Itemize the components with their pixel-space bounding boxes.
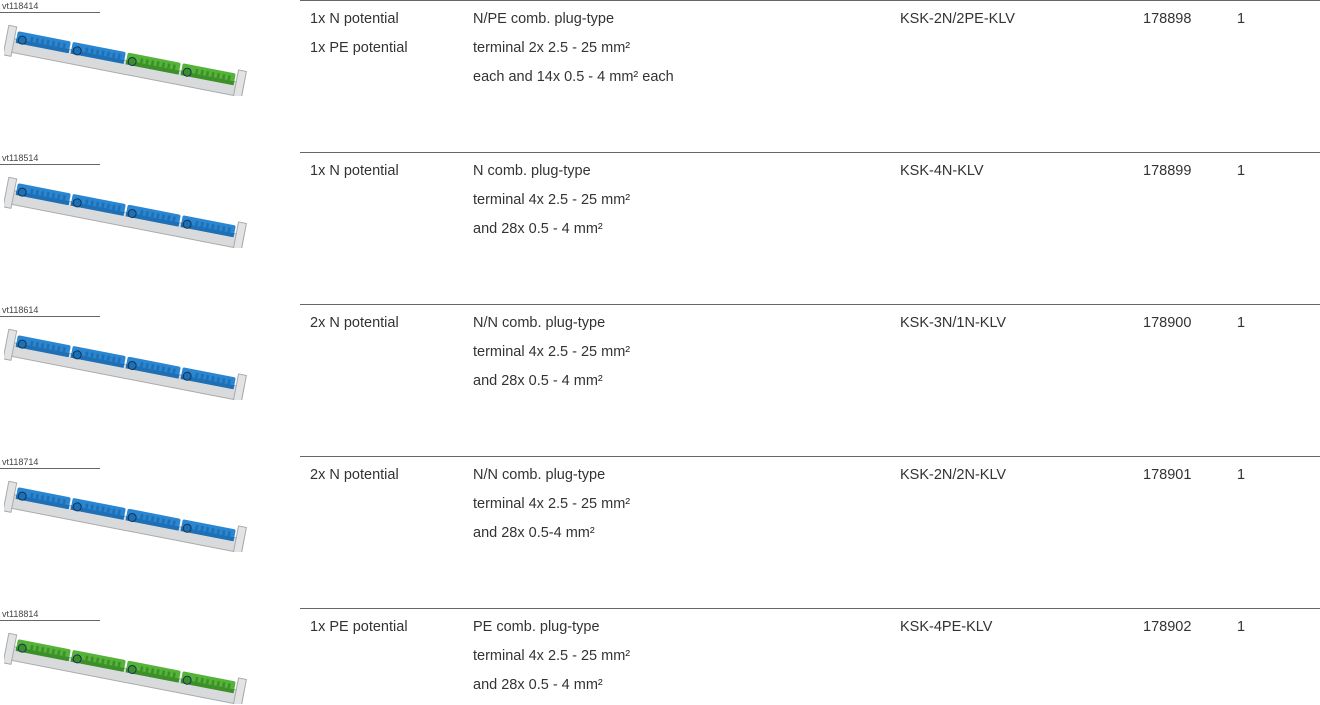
product-image bbox=[4, 480, 247, 552]
type-code: KSK-4N-KLV bbox=[900, 163, 984, 179]
description: terminal 4x 2.5 - 25 mm² bbox=[473, 648, 631, 664]
row-rule bbox=[300, 152, 1320, 153]
product-image bbox=[4, 632, 247, 704]
description: terminal 4x 2.5 - 25 mm² bbox=[473, 496, 631, 512]
pack-unit: 1 bbox=[1237, 11, 1246, 27]
row-rule bbox=[300, 608, 1320, 609]
pack-unit: 1 bbox=[1237, 619, 1246, 635]
article-number: 178899 bbox=[1143, 163, 1192, 179]
image-id: vt118614 bbox=[2, 305, 39, 315]
potential: 2x N potential bbox=[310, 467, 399, 483]
row-rule bbox=[300, 0, 1320, 1]
image-id-rule bbox=[0, 12, 100, 13]
pack-unit: 1 bbox=[1237, 163, 1246, 179]
description: N/N comb. plug-type bbox=[473, 467, 606, 483]
pack-unit: 1 bbox=[1237, 467, 1246, 483]
article-number: 178898 bbox=[1143, 11, 1192, 27]
type-code: KSK-2N/2PE-KLV bbox=[900, 11, 1015, 27]
row-rule bbox=[300, 456, 1320, 457]
description: N/PE comb. plug-type bbox=[473, 11, 615, 27]
potential: 1x PE potential bbox=[310, 40, 408, 56]
type-code: KSK-2N/2N-KLV bbox=[900, 467, 1007, 483]
image-id-rule bbox=[0, 468, 100, 469]
description: and 28x 0.5 - 4 mm² bbox=[473, 221, 603, 237]
pack-unit: 1 bbox=[1237, 315, 1246, 331]
description: N/N comb. plug-type bbox=[473, 315, 606, 331]
potential: 1x N potential bbox=[310, 163, 399, 179]
description: PE comb. plug-type bbox=[473, 619, 600, 635]
description: terminal 2x 2.5 - 25 mm² bbox=[473, 40, 631, 56]
article-number: 178900 bbox=[1143, 315, 1192, 331]
product-image bbox=[4, 176, 247, 248]
article-number: 178901 bbox=[1143, 467, 1192, 483]
image-id: vt118414 bbox=[2, 1, 39, 11]
product-image bbox=[4, 328, 247, 400]
type-code: KSK-3N/1N-KLV bbox=[900, 315, 1007, 331]
description: each and 14x 0.5 - 4 mm² each bbox=[473, 69, 674, 85]
image-id-rule bbox=[0, 164, 100, 165]
image-id-rule bbox=[0, 620, 100, 621]
description: terminal 4x 2.5 - 25 mm² bbox=[473, 344, 631, 360]
image-id-rule bbox=[0, 316, 100, 317]
image-id: vt118514 bbox=[2, 153, 39, 163]
article-number: 178902 bbox=[1143, 619, 1192, 635]
image-id: vt118714 bbox=[2, 457, 39, 467]
potential: 1x PE potential bbox=[310, 619, 408, 635]
description: and 28x 0.5 - 4 mm² bbox=[473, 373, 603, 389]
description: N comb. plug-type bbox=[473, 163, 591, 179]
type-code: KSK-4PE-KLV bbox=[900, 619, 993, 635]
row-rule bbox=[300, 304, 1320, 305]
potential: 2x N potential bbox=[310, 315, 399, 331]
description: and 28x 0.5-4 mm² bbox=[473, 525, 595, 541]
image-id: vt118814 bbox=[2, 609, 39, 619]
description: and 28x 0.5 - 4 mm² bbox=[473, 677, 603, 693]
product-image bbox=[4, 24, 247, 96]
potential: 1x N potential bbox=[310, 11, 399, 27]
description: terminal 4x 2.5 - 25 mm² bbox=[473, 192, 631, 208]
